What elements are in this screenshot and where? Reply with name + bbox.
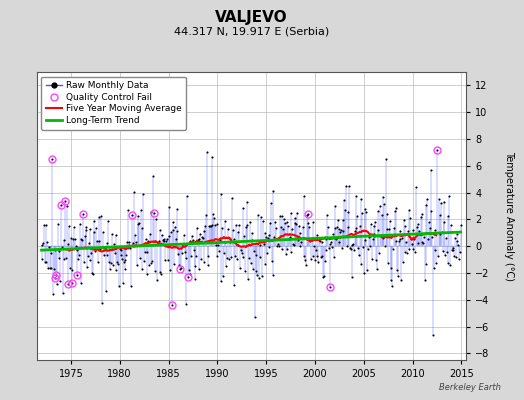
Text: VALJEVO: VALJEVO bbox=[215, 10, 288, 25]
Legend: Raw Monthly Data, Quality Control Fail, Five Year Moving Average, Long-Term Tren: Raw Monthly Data, Quality Control Fail, … bbox=[41, 76, 186, 130]
Text: Berkeley Earth: Berkeley Earth bbox=[439, 383, 500, 392]
Y-axis label: Temperature Anomaly (°C): Temperature Anomaly (°C) bbox=[504, 151, 514, 281]
Text: 44.317 N, 19.917 E (Serbia): 44.317 N, 19.917 E (Serbia) bbox=[174, 26, 329, 36]
